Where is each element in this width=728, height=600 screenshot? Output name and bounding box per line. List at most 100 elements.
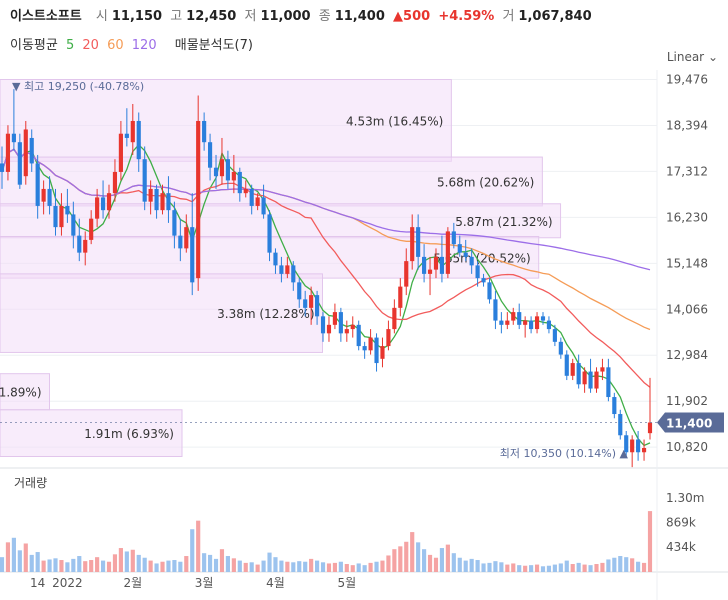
volume-label: 거	[502, 9, 515, 24]
volume-bar	[23, 543, 28, 572]
candle-body	[160, 193, 165, 211]
volume-profile-label: 3.38m (12.28%)	[217, 307, 314, 321]
candle-body	[439, 256, 445, 274]
volume-bar	[422, 549, 427, 572]
volume-bar	[552, 564, 557, 572]
price-tick-label: 16,230	[666, 210, 708, 224]
candle-body	[600, 367, 605, 372]
volume-bar	[219, 549, 225, 572]
chart-labels: 거래량 ▼ 최고 19,250 (-40.78%) 최저 10,350 (10.14…	[0, 80, 724, 490]
price-tick-label: 15,148	[666, 256, 708, 270]
candle-body	[374, 337, 379, 364]
scale-selector[interactable]: Linear ⌄	[667, 50, 718, 64]
candle-body	[594, 371, 599, 389]
volume-bar	[130, 549, 135, 572]
scale-label: Linear	[666, 50, 705, 64]
chart-header: 이스트소프트 시 11,150 고 12,450 저 11,000 종 11,400 ▲…	[0, 0, 728, 60]
volume-bar	[315, 560, 320, 572]
volume-bar	[641, 562, 647, 572]
volume-bar	[416, 542, 421, 572]
open-value: 11,150	[111, 9, 163, 24]
volume-bar	[291, 562, 296, 572]
volume-bar	[505, 564, 510, 572]
volume-bar	[499, 562, 504, 572]
candle-body	[309, 295, 314, 308]
candle-body	[505, 320, 510, 325]
volume-bar	[11, 537, 16, 572]
candle-body	[445, 231, 450, 274]
volume-bar	[487, 562, 492, 572]
volume-profile-label: 1.91m (6.93%)	[84, 427, 174, 441]
candle-body	[493, 299, 498, 321]
candle-body	[487, 282, 492, 300]
candle-body	[35, 163, 40, 206]
close-value: 11,400	[334, 9, 385, 24]
volume-bar	[225, 556, 230, 572]
candle-body	[469, 256, 474, 266]
indicator-row: 이동평균 5 20 60 120 매물분석도(7)	[10, 34, 257, 53]
price-tick-label: 14,066	[666, 302, 708, 316]
volume-profile-label: 5.87m (21.32%)	[455, 215, 552, 229]
time-tick-label: 2월	[123, 576, 142, 590]
price-tick-label: 19,476	[666, 73, 708, 87]
moving-average-toggle[interactable]: 이동평균	[10, 38, 58, 53]
volume-bars	[0, 511, 653, 572]
volume-profile-toggle[interactable]: 매물분석도(7)	[174, 38, 253, 53]
volume-bar	[636, 561, 641, 572]
time-tick-label: 5월	[337, 576, 356, 590]
ma60-label: 60	[107, 38, 124, 53]
volume-bar	[350, 565, 355, 572]
volume-bar	[600, 562, 605, 572]
candle-body	[136, 120, 141, 160]
volume-bar	[618, 556, 623, 572]
high-label: 고	[170, 9, 183, 24]
volume-bar	[285, 561, 290, 572]
candle-body	[100, 197, 106, 211]
candle-body	[350, 324, 355, 330]
candle-body	[529, 320, 534, 330]
candle-body	[231, 171, 236, 181]
volume-bar	[267, 552, 272, 572]
candle-body	[65, 205, 70, 215]
candle-body	[112, 171, 118, 194]
candle-body	[457, 244, 462, 253]
volume-bar	[380, 560, 385, 572]
volume-bar	[261, 560, 266, 572]
volume-bar	[529, 565, 534, 572]
volume-bar	[606, 559, 611, 572]
candle-body	[47, 188, 52, 206]
volume-profile-label: 520k (1.89%)	[0, 386, 42, 400]
candle-body	[130, 120, 135, 143]
volume-bar	[106, 561, 112, 572]
candle-body	[427, 269, 433, 274]
volume-profile-label: 5.65m (20.52%)	[433, 251, 530, 265]
candle-body	[279, 265, 284, 274]
volume-bar	[475, 560, 480, 572]
candle-body	[118, 133, 123, 172]
candle-body	[17, 142, 22, 185]
volume-bar	[249, 562, 254, 572]
candle-body	[95, 197, 100, 219]
current-price-label: 11,400	[666, 417, 712, 431]
volume-bar	[178, 561, 183, 572]
volume-bar	[338, 561, 343, 572]
price-tick-label: 11,902	[666, 394, 708, 408]
candle-body	[297, 282, 302, 300]
volume-bar	[184, 556, 189, 572]
candle-body	[142, 159, 147, 202]
volume-bar	[273, 557, 278, 572]
price-tick-label: 12,984	[666, 348, 708, 362]
candle-body	[243, 188, 248, 194]
volume-bar	[439, 548, 445, 572]
volume-bar	[647, 511, 653, 572]
volume-bar	[594, 564, 599, 572]
volume-bar	[410, 532, 415, 572]
candle-body	[196, 120, 201, 279]
volume-bar	[190, 529, 195, 572]
volume-bar	[65, 562, 70, 572]
volume-bar	[540, 566, 546, 572]
volume-bar	[398, 546, 403, 572]
candle-body	[249, 188, 254, 206]
volume-bar	[213, 558, 219, 572]
